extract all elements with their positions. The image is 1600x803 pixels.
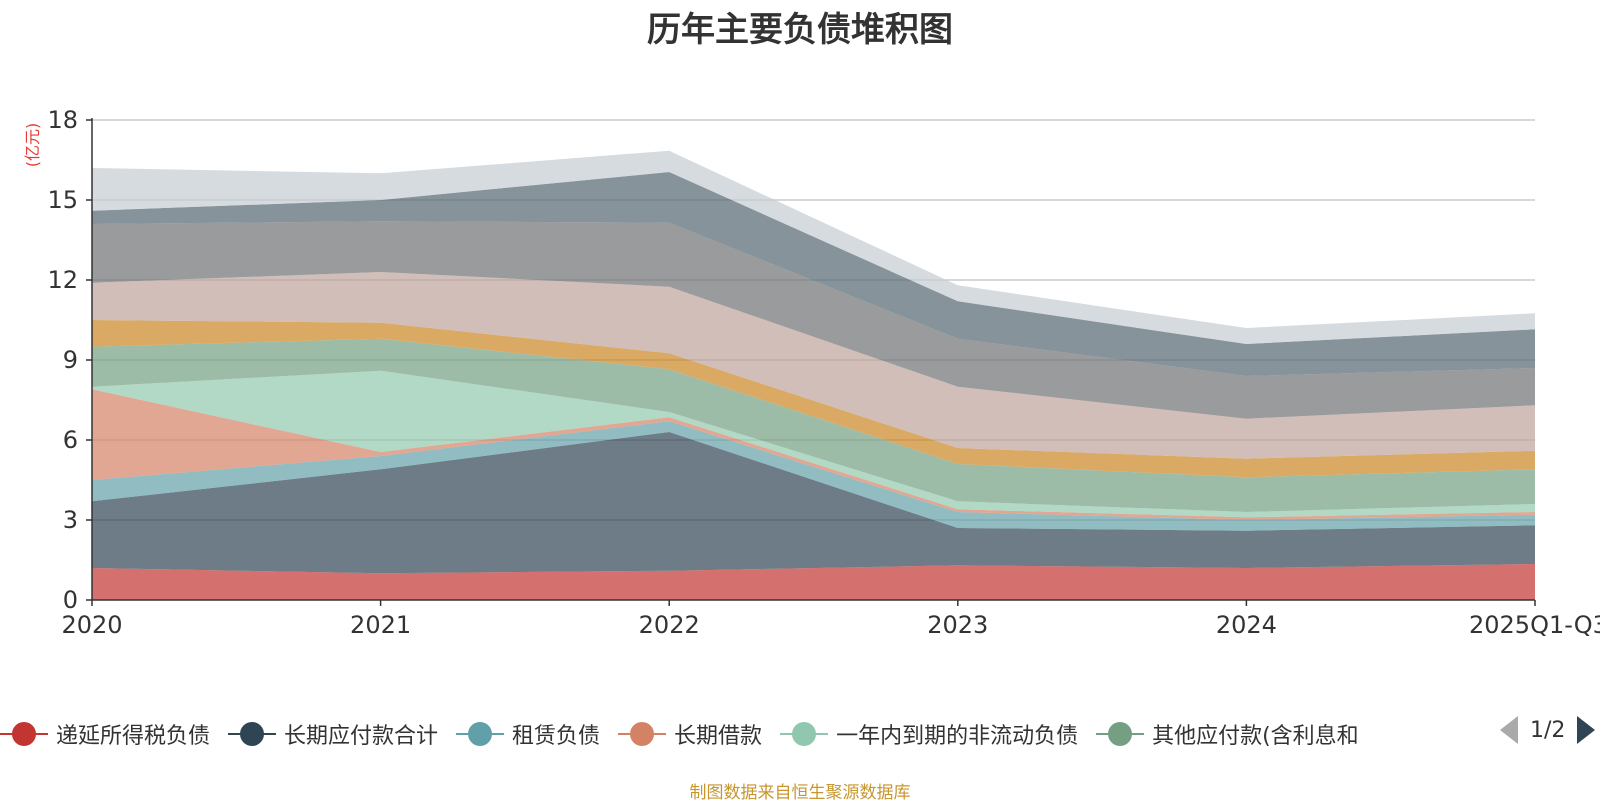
x-tick-label: 2025Q1-Q3 (1469, 611, 1600, 639)
y-tick-label: 3 (63, 506, 78, 534)
legend-next-page-icon[interactable] (1577, 716, 1596, 744)
legend-marker-dot (468, 722, 493, 746)
legend-marker-icon (780, 722, 829, 746)
legend-pager: 1/2 (1500, 716, 1596, 744)
legend-item[interactable]: 一年内到期的非流动负债 (780, 718, 1078, 750)
x-tick-label: 2022 (639, 611, 700, 639)
stacked-areas (92, 150, 1535, 600)
legend-marker-dot (792, 722, 817, 746)
legend-label: 一年内到期的非流动负债 (836, 724, 1079, 749)
legend-item[interactable]: 长期借款 (618, 718, 762, 750)
legend-marker-dot (1108, 722, 1133, 746)
x-tick-label: 2021 (350, 611, 411, 639)
legend-marker-dot (240, 722, 265, 746)
y-tick-label: 12 (47, 266, 78, 294)
x-tick-label: 2020 (61, 611, 122, 639)
legend-marker-icon (618, 722, 667, 746)
legend-label: 长期借款 (674, 724, 763, 749)
legend-marker-icon (1096, 722, 1145, 746)
legend-marker-icon (228, 722, 277, 746)
legend-label: 租赁负债 (512, 724, 601, 749)
legend-item[interactable]: 长期应付款合计 (228, 718, 438, 750)
x-tick-label: 2023 (927, 611, 988, 639)
area-series-3[interactable] (92, 389, 1535, 520)
axes: 0 3 6 9 12 15 18 2020 2021 2022 2023 2024 2025Q1-Q3 (47, 106, 1600, 639)
area-series-1[interactable] (92, 432, 1535, 574)
legend-marker-icon (0, 722, 48, 746)
legend-item[interactable]: 递延所得税负债 (0, 718, 210, 750)
x-tick-label: 2024 (1216, 611, 1277, 639)
area-series-6[interactable] (92, 320, 1535, 478)
area-series-10[interactable] (92, 150, 1535, 344)
source-note: 制图数据来自恒生聚源数据库 (689, 783, 911, 803)
y-axis-unit-label: (亿元) (23, 123, 42, 168)
area-series-7[interactable] (92, 272, 1535, 459)
legend-page-indicator: 1/2 (1530, 717, 1566, 743)
legend: 递延所得税负债 长期应付款合计 租赁负债 长期借款 一年内到期的非流动负债 其他应付款(含… (0, 712, 1600, 756)
y-tick-label: 18 (47, 106, 78, 134)
legend-item[interactable]: 其他应付款(含利息和 (1096, 718, 1359, 750)
area-series-0[interactable] (92, 564, 1535, 600)
y-tick-label: 15 (47, 186, 78, 214)
y-tick-label: 0 (63, 586, 78, 614)
legend-prev-page-icon[interactable] (1500, 716, 1518, 744)
area-series-2[interactable] (92, 421, 1535, 531)
area-series-4[interactable] (92, 370, 1535, 518)
y-tick-label: 9 (63, 346, 78, 374)
legend-label: 长期应付款合计 (284, 724, 439, 749)
y-tick-label: 6 (63, 426, 78, 454)
legend-label: 其他应付款(含利息和 (1152, 724, 1359, 749)
area-series-5[interactable] (92, 338, 1535, 512)
chart-title: 历年主要负债堆积图 (647, 10, 953, 50)
legend-marker-dot (12, 722, 36, 746)
area-series-9[interactable] (92, 172, 1535, 376)
legend-marker-icon (456, 722, 505, 746)
legend-marker-dot (630, 722, 655, 746)
legend-item[interactable]: 租赁负债 (456, 718, 600, 750)
legend-label: 递延所得税负债 (56, 724, 211, 749)
area-series-8[interactable] (92, 221, 1535, 419)
